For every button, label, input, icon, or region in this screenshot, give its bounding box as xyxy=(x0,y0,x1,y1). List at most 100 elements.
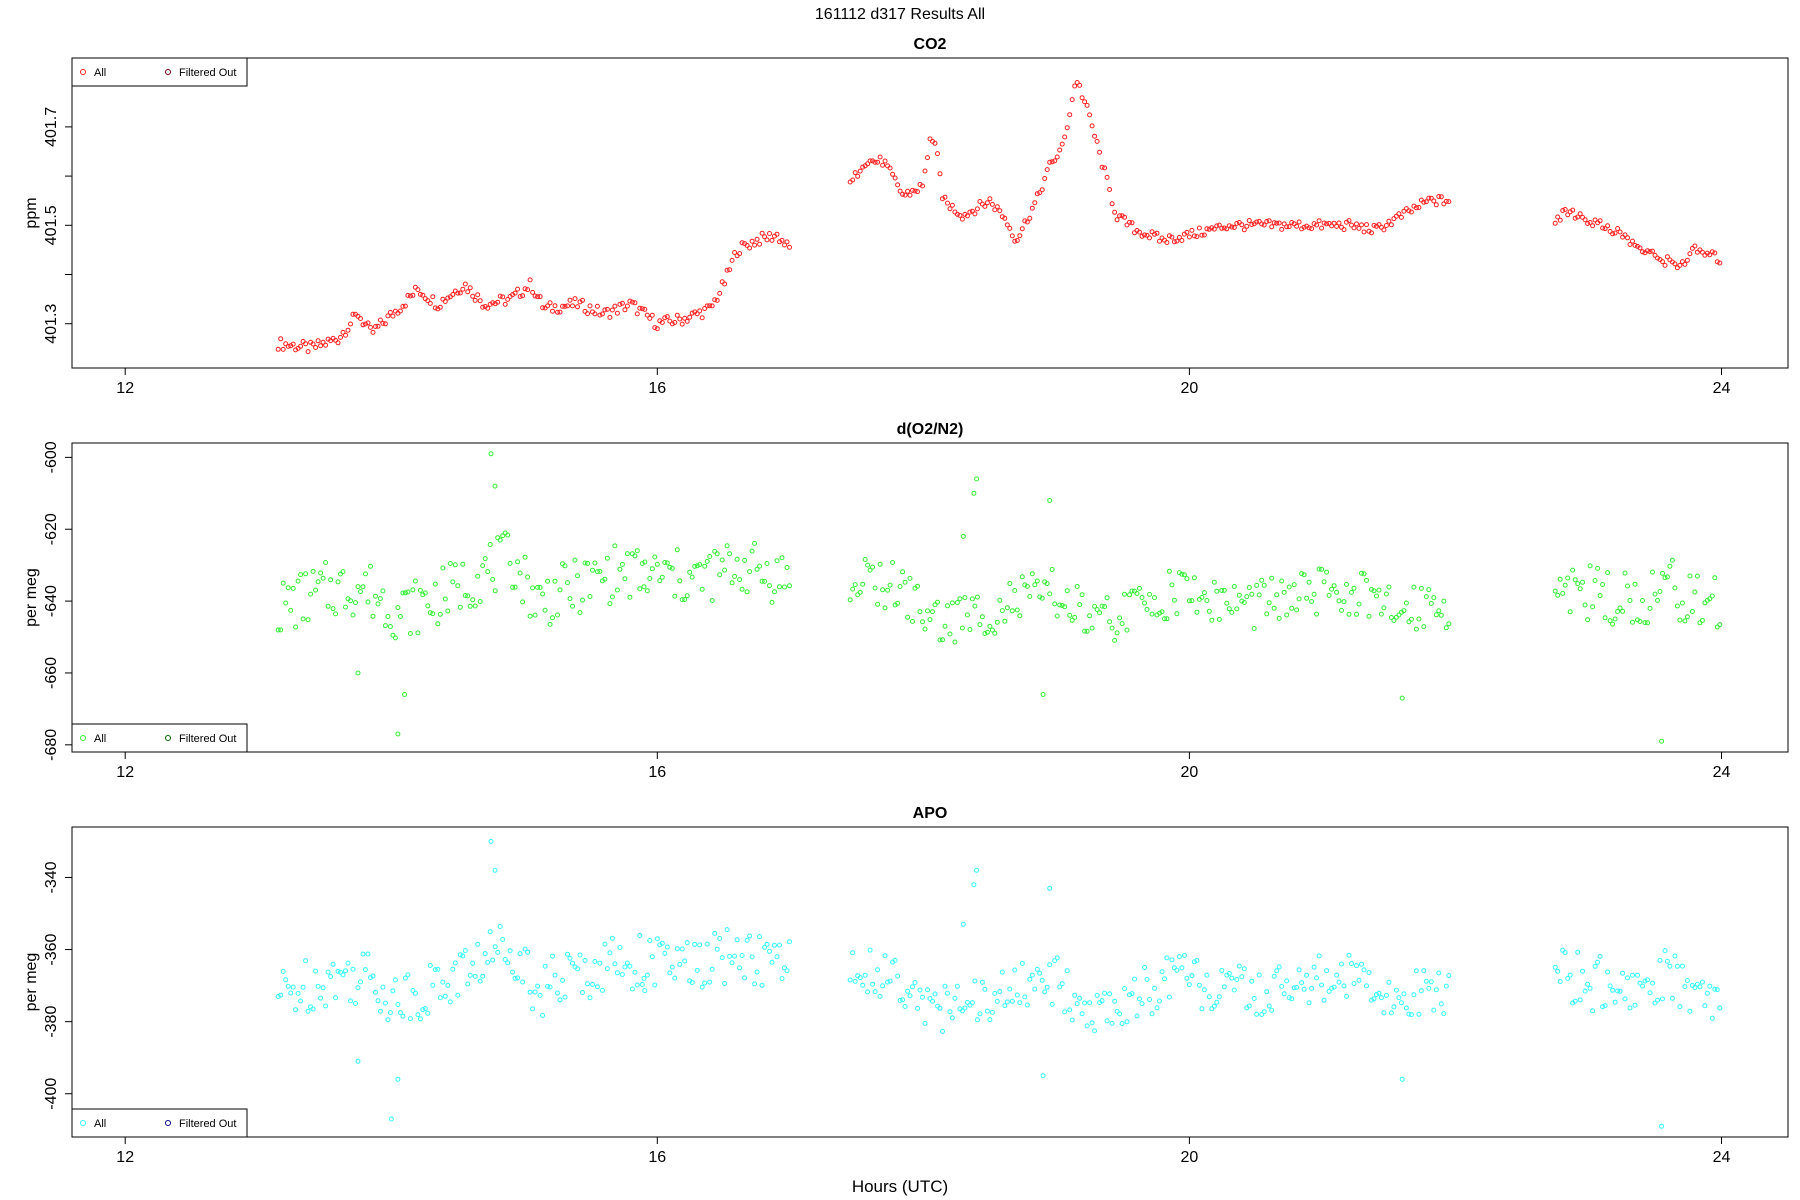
data-point xyxy=(505,532,511,538)
data-point xyxy=(1037,970,1043,976)
legend-all-label: All xyxy=(94,1118,106,1130)
data-point xyxy=(1605,969,1611,975)
data-point xyxy=(570,960,575,966)
data-point xyxy=(537,992,543,998)
data-point xyxy=(358,979,363,985)
data-point xyxy=(875,159,881,165)
data-point xyxy=(902,579,908,585)
data-point xyxy=(971,490,977,496)
data-point xyxy=(719,955,725,961)
data-point xyxy=(370,613,376,619)
data-point xyxy=(977,1011,983,1017)
data-point xyxy=(1399,1076,1405,1082)
data-point xyxy=(1605,223,1611,229)
data-point xyxy=(882,158,888,164)
data-point xyxy=(1109,1020,1115,1026)
data-point xyxy=(872,159,878,165)
data-point xyxy=(565,951,570,957)
data-point xyxy=(870,564,876,570)
data-point xyxy=(1154,230,1160,236)
data-point xyxy=(1622,570,1628,576)
data-point xyxy=(1699,618,1705,623)
data-point xyxy=(1032,986,1038,992)
data-point xyxy=(430,294,436,300)
data-point xyxy=(495,535,501,541)
data-point xyxy=(550,308,555,314)
data-point xyxy=(420,1007,426,1013)
data-point xyxy=(1418,988,1424,994)
data-point xyxy=(634,982,640,988)
data-point xyxy=(1062,1009,1068,1015)
data-point xyxy=(1194,958,1200,963)
data-point xyxy=(1004,999,1010,1005)
data-point xyxy=(1329,586,1335,592)
data-point xyxy=(1216,994,1222,1000)
data-point xyxy=(847,597,853,603)
data-point xyxy=(1401,608,1407,614)
data-point xyxy=(1565,212,1571,218)
data-point xyxy=(1341,227,1347,233)
data-point xyxy=(405,292,411,298)
data-point xyxy=(682,958,688,964)
data-point xyxy=(634,548,640,554)
y-axis-label: per meg xyxy=(23,568,40,627)
data-point xyxy=(365,951,371,957)
data-point xyxy=(1179,238,1185,243)
data-point xyxy=(964,612,970,618)
data-point xyxy=(575,573,580,579)
data-point xyxy=(759,578,765,584)
data-point xyxy=(664,944,670,950)
data-point xyxy=(1637,619,1643,624)
data-point xyxy=(1344,581,1349,587)
data-point xyxy=(442,299,448,304)
data-point xyxy=(1714,987,1720,993)
data-point xyxy=(1294,607,1300,613)
data-point xyxy=(1246,218,1252,223)
data-point xyxy=(1331,984,1337,990)
data-point xyxy=(402,692,408,697)
data-point xyxy=(1174,238,1180,244)
data-point xyxy=(967,209,973,215)
data-point xyxy=(759,230,765,236)
data-point xyxy=(969,208,975,214)
data-point xyxy=(457,290,463,296)
data-point xyxy=(415,630,421,636)
data-point xyxy=(552,303,558,309)
data-point xyxy=(590,567,595,573)
data-point xyxy=(502,957,508,962)
data-point xyxy=(320,985,326,991)
data-point xyxy=(1301,986,1307,992)
data-point xyxy=(375,323,381,329)
data-point xyxy=(1289,605,1295,611)
data-point xyxy=(425,298,431,304)
data-point xyxy=(1326,988,1332,994)
data-point xyxy=(1012,967,1018,973)
data-point xyxy=(1630,619,1635,625)
data-point xyxy=(1299,980,1305,986)
data-point xyxy=(435,966,441,972)
data-point xyxy=(1381,1010,1387,1016)
data-point xyxy=(542,963,548,969)
data-point xyxy=(392,977,398,983)
data-point xyxy=(1072,83,1078,89)
data-point xyxy=(1689,609,1695,614)
data-point xyxy=(1149,1011,1155,1017)
data-point xyxy=(935,151,940,157)
data-point xyxy=(293,624,299,630)
data-point xyxy=(624,303,630,309)
data-point xyxy=(957,596,963,602)
data-point xyxy=(1632,242,1638,248)
data-point xyxy=(387,1010,393,1016)
data-point xyxy=(1664,958,1670,964)
data-point xyxy=(687,314,693,320)
data-point xyxy=(535,983,541,989)
data-point xyxy=(495,299,501,305)
data-point xyxy=(860,581,866,587)
data-point xyxy=(380,588,386,594)
data-point xyxy=(597,568,603,574)
data-point xyxy=(1411,992,1417,998)
data-point xyxy=(1306,579,1312,585)
data-point xyxy=(1129,991,1135,997)
data-point xyxy=(712,930,718,936)
data-point xyxy=(1627,1005,1633,1011)
